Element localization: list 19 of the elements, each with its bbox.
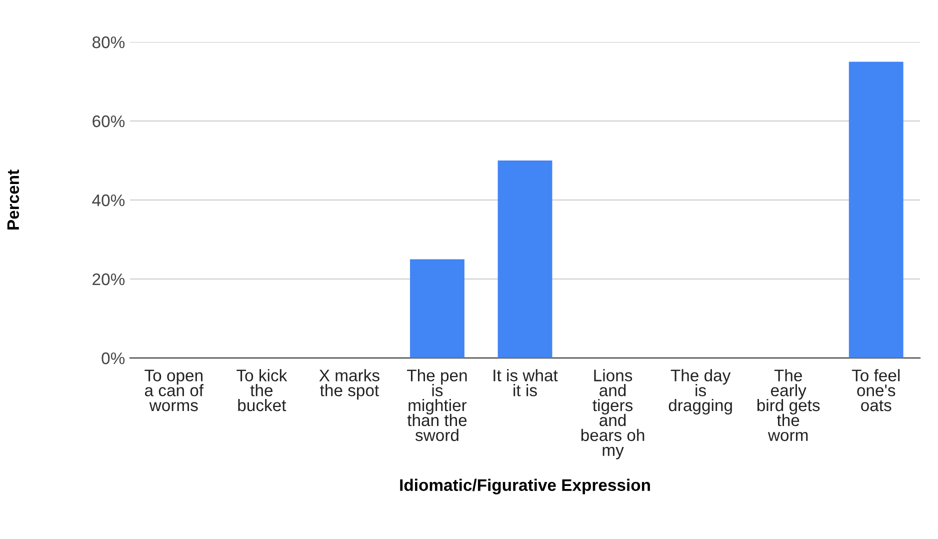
- y-tick-label: 40%: [92, 194, 125, 206]
- y-tick-label: 20%: [92, 273, 125, 286]
- x-tick-label: To feel one's oats: [852, 369, 900, 412]
- bar: [498, 160, 552, 358]
- bar: [410, 259, 464, 358]
- y-tick-label: 80%: [92, 36, 125, 48]
- bar: [848, 62, 904, 358]
- x-tick-label: X marks the spot: [319, 369, 380, 400]
- y-tick-label: 60%: [92, 115, 125, 128]
- x-tick-label: It is what it is: [494, 369, 558, 396]
- x-tick-label: To kick the bucket: [236, 369, 288, 412]
- x-tick-label: The pen is mightier than the sword: [407, 369, 467, 442]
- x-tick-label: Lions and tigers and bears oh my: [581, 369, 644, 460]
- y-axis-title: Percent: [7, 170, 20, 230]
- x-tick-label: The day is dragging: [668, 369, 732, 415]
- x-tick-label: The early bird gets the worm: [757, 369, 820, 442]
- x-tick-label: To open a can of worms: [144, 370, 204, 412]
- x-axis-title: Idiomatic/Figurative Expression: [400, 478, 650, 494]
- y-tick-label: 0%: [102, 352, 125, 364]
